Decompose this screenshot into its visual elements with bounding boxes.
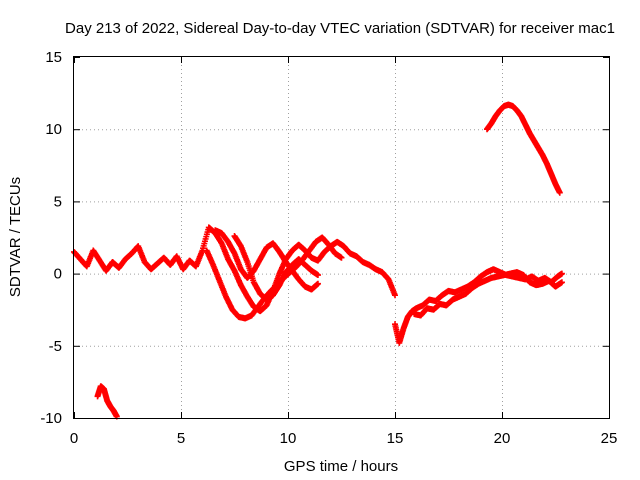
data-point-marker <box>338 254 345 261</box>
series-early-dip <box>94 383 120 420</box>
y-axis-tick-labels: -10 -5 0 5 10 15 <box>40 49 62 427</box>
x-tick-label: 0 <box>70 430 78 447</box>
data-point-marker <box>558 270 565 277</box>
data-point-marker <box>392 292 398 299</box>
series-late-arc <box>484 101 563 196</box>
data-point-marker <box>556 189 563 196</box>
series-main-d <box>212 227 321 293</box>
series-main-a <box>71 224 398 315</box>
y-tick-label: 5 <box>54 193 62 210</box>
y-tick-label: 15 <box>45 49 62 66</box>
x-tick-label: 20 <box>494 430 511 447</box>
chart-title: Day 213 of 2022, Sidereal Day-to-day VTE… <box>65 20 615 37</box>
data-point-marker <box>558 279 565 286</box>
series-post-15-low <box>411 269 565 319</box>
y-tick-label: 10 <box>45 121 62 138</box>
x-axis-label: GPS time / hours <box>284 458 398 475</box>
y-tick-label: -10 <box>40 410 62 427</box>
data-point-marker <box>314 280 321 287</box>
plot-frame <box>73 56 610 419</box>
x-tick-label: 10 <box>280 430 297 447</box>
x-axis-tick-labels: 0 5 10 15 20 25 <box>70 430 618 447</box>
x-tick-label: 25 <box>601 430 618 447</box>
series-post-15 <box>392 266 565 346</box>
y-axis-label: SDTVAR / TECUs <box>7 177 24 297</box>
data-points <box>71 101 565 420</box>
grid-lines <box>74 57 609 418</box>
axis-ticks <box>74 57 610 419</box>
y-tick-label: -5 <box>49 338 62 355</box>
data-point-marker <box>314 272 321 279</box>
x-tick-label: 5 <box>177 430 185 447</box>
y-tick-label: 0 <box>54 266 62 283</box>
x-tick-label: 15 <box>387 430 404 447</box>
